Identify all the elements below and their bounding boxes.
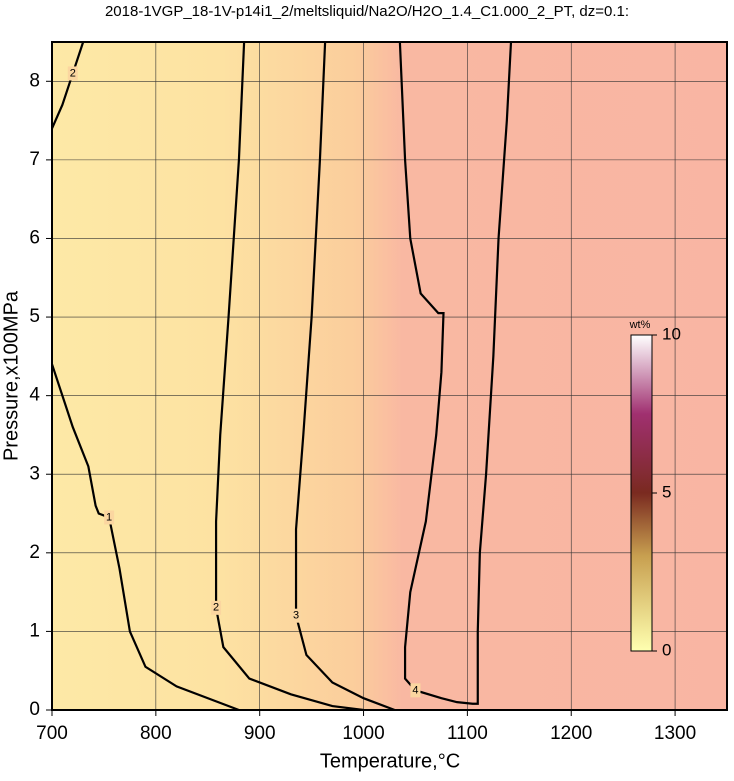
contour-label-bg [291,608,302,623]
contour-label: 2 [213,602,219,614]
y-tick-label: 8 [29,70,40,91]
x-tick-label: 1300 [654,723,696,744]
y-tick-label: 2 [29,542,40,563]
grid [51,42,727,711]
x-tick-label: 1000 [342,723,384,744]
plot-background [52,42,727,710]
y-tick-label: 1 [29,620,40,641]
chart-title: 2018-1VGP_18-1V-p14i1_2/meltsliquid/Na2O… [105,3,629,20]
plot-frame [51,41,728,711]
contour-line [294,41,396,712]
contours: 1 2 2 3 4 [50,41,513,712]
contour-label-bg [104,510,115,525]
contour-label: 2 [70,67,76,79]
y-tick-label: 3 [29,463,40,484]
x-tick-label: 1200 [550,723,592,744]
y-tick-label: 0 [29,699,40,720]
contour-label: 1 [106,511,112,523]
x-axis-label: Temperature,°C [320,750,460,772]
x-tick-label: 1100 [447,723,488,744]
colorbar-tick-label: 5 [662,482,671,501]
contour-label: 3 [293,610,299,622]
contour-label: 4 [412,684,418,696]
colorbar-tick-label: 0 [662,640,671,659]
contour-label-bg [410,683,421,698]
colorbar [630,334,653,652]
y-axis-label: Pressure,x100MPa [0,290,22,461]
x-tick-label: 700 [36,723,68,744]
x-tick-label: 900 [244,723,276,744]
x-tick-label: 800 [140,723,172,744]
contour-label-bg [67,66,78,81]
contour-line [50,41,85,129]
y-tick-label: 7 [29,149,40,170]
colorbar-tick-label: 10 [662,324,681,343]
y-tick-label: 6 [29,227,40,248]
colorbar-label: wt% [629,319,651,331]
y-tick-label: 5 [29,306,40,327]
contour-label-bg [211,600,222,615]
y-tick-label: 4 [29,385,40,406]
